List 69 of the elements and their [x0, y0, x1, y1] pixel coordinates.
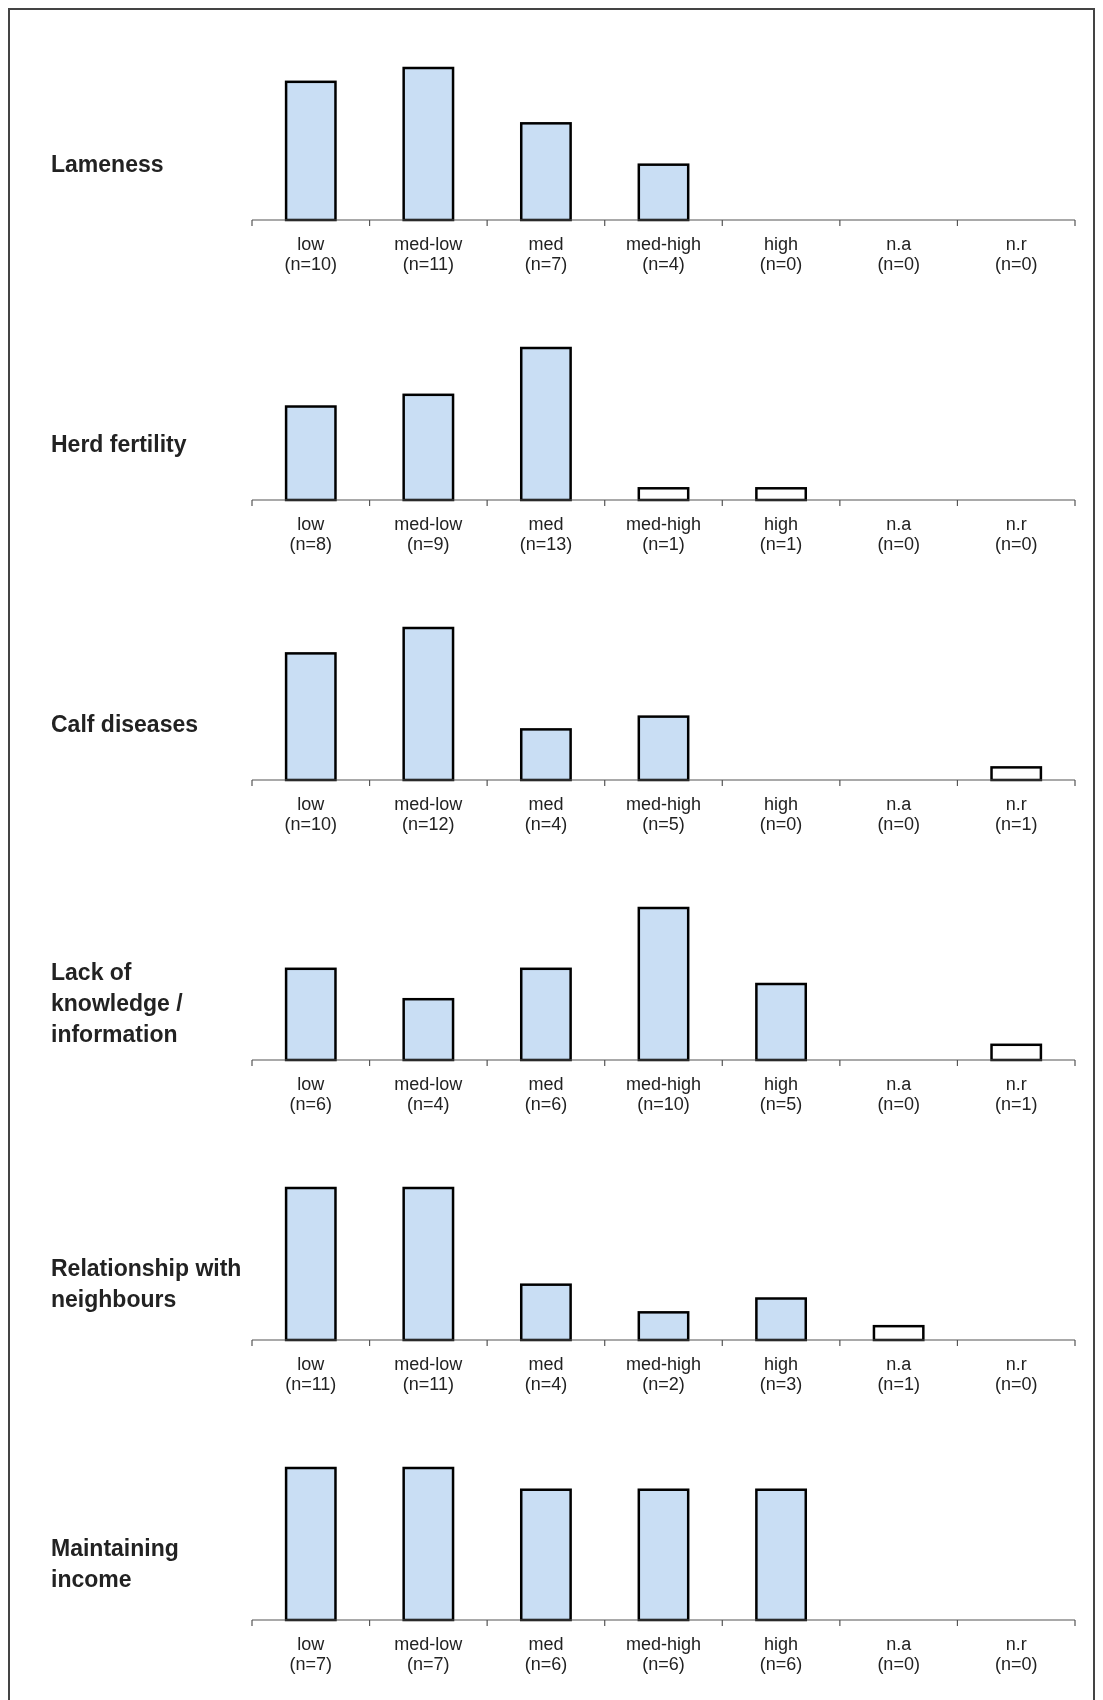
x-tick-label: high (n=5): [759, 1074, 803, 1114]
x-tick-label: n.a (n=1): [877, 1354, 920, 1394]
x-tick-label: med (n=4): [524, 1354, 568, 1394]
x-tick-label: med-low (n=4): [394, 1074, 464, 1114]
x-tick-label: med-low (n=11): [394, 234, 464, 274]
bar: [284, 405, 337, 502]
bar: [284, 652, 337, 782]
x-tick-label: n.r (n=0): [994, 1634, 1038, 1674]
x-tick-label: low (n=10): [284, 234, 338, 274]
bar: [519, 1283, 572, 1342]
x-tick-label: med-low (n=12): [394, 794, 464, 834]
bar: [519, 728, 572, 782]
bar: [637, 1311, 690, 1342]
x-tick-label: n.r (n=0): [994, 1354, 1038, 1394]
x-tick-label: high (n=6): [759, 1634, 803, 1674]
x-tick-label: med-high (n=1): [625, 514, 702, 554]
bar: [402, 66, 455, 222]
bar: [284, 80, 337, 222]
x-tick-label: med-low (n=11): [394, 1354, 464, 1394]
x-tick-label: n.a (n=0): [877, 514, 920, 554]
bar: [519, 346, 572, 502]
x-tick-label: n.a (n=0): [877, 234, 920, 274]
bar: [402, 626, 455, 782]
x-tick-label: n.r (n=1): [994, 794, 1038, 834]
x-tick-label: low (n=7): [289, 1634, 333, 1674]
x-tick-label: med (n=7): [524, 234, 568, 274]
bar: [284, 967, 337, 1062]
x-tick-label: med-high (n=10): [625, 1074, 702, 1114]
bar: [284, 1186, 337, 1342]
bar: [402, 393, 455, 502]
x-tick-label: high (n=1): [759, 514, 803, 554]
x-tick-label: n.r (n=1): [994, 1074, 1038, 1114]
text: Herd fertility: [51, 431, 187, 457]
text: Maintaining income: [51, 1535, 179, 1592]
text: Relationship with neighbours: [51, 1255, 242, 1312]
x-tick-label: n.r (n=0): [994, 234, 1038, 274]
bar: [755, 982, 808, 1062]
bar: [637, 906, 690, 1062]
bar: [755, 1297, 808, 1342]
x-tick-label: med-high (n=4): [625, 234, 702, 274]
x-tick-label: med-low (n=9): [394, 514, 464, 554]
x-tick-label: n.a (n=0): [877, 794, 920, 834]
x-tick-label: med (n=13): [519, 514, 573, 554]
x-tick-label: med (n=6): [524, 1634, 568, 1674]
x-tick-label: high (n=0): [759, 794, 803, 834]
text: Lack of knowledge / information: [51, 959, 184, 1047]
x-tick-label: high (n=0): [759, 234, 803, 274]
x-tick-label: med-high (n=2): [625, 1354, 702, 1394]
x-tick-label: low (n=6): [289, 1074, 333, 1114]
x-tick-label: n.a (n=0): [877, 1074, 920, 1114]
bar: [637, 715, 690, 782]
x-tick-label: med (n=4): [524, 794, 568, 834]
x-tick-label: high (n=3): [759, 1354, 803, 1394]
bar: [637, 163, 690, 222]
x-tick-label: med-high (n=5): [625, 794, 702, 834]
x-tick-label: n.r (n=0): [994, 514, 1038, 554]
bar: [402, 1186, 455, 1342]
x-tick-label: low (n=11): [285, 1354, 337, 1394]
text: Lameness: [51, 151, 164, 177]
x-tick-label: n.a (n=0): [877, 1634, 920, 1674]
bar: [519, 967, 572, 1062]
bar: [402, 997, 455, 1062]
x-tick-label: med-low (n=7): [394, 1634, 464, 1674]
x-tick-label: med-high (n=6): [625, 1634, 702, 1674]
x-tick-label: low (n=8): [289, 514, 333, 554]
bar: [519, 122, 572, 222]
x-tick-label: med (n=6): [524, 1074, 568, 1114]
x-tick-label: low (n=10): [284, 794, 338, 834]
text: Calf diseases: [51, 711, 199, 737]
